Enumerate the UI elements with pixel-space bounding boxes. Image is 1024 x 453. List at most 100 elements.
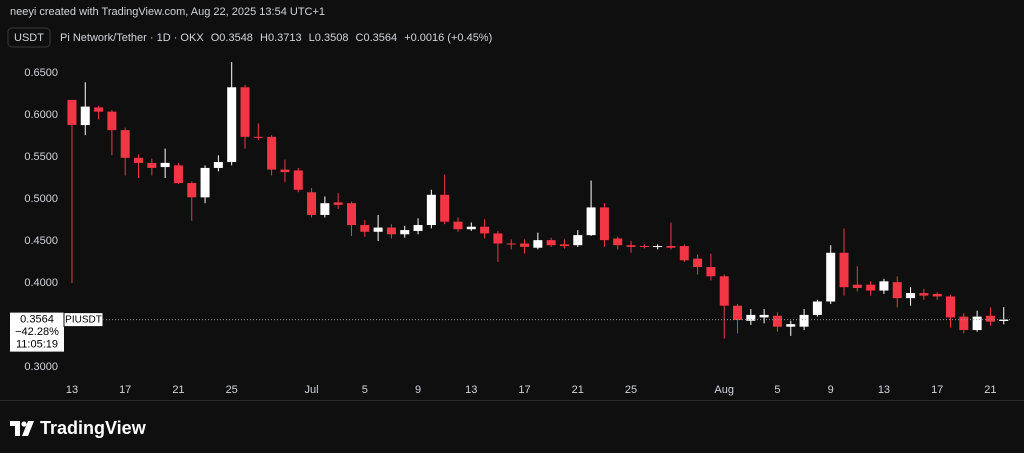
countdown: 11:05:19 xyxy=(16,339,58,351)
x-tick-label: 9 xyxy=(828,384,834,396)
x-tick-label: 17 xyxy=(931,384,943,396)
x-tick-label: 5 xyxy=(362,384,368,396)
candle-body xyxy=(107,111,117,131)
symbol: Pi Network/Tether · 1D · OKX xyxy=(60,32,204,44)
candle-body xyxy=(520,243,530,247)
candle-body xyxy=(253,136,263,138)
x-tick-label: Aug xyxy=(714,384,734,396)
candle-body xyxy=(120,130,130,158)
candle-body xyxy=(892,282,902,299)
candle-body xyxy=(360,225,370,232)
candle-body xyxy=(267,136,277,170)
ohlc-value: 0.3564 xyxy=(363,32,397,44)
y-tick-label: 0.5500 xyxy=(24,151,58,163)
candle-body xyxy=(972,316,982,331)
plot: 0.3000 0.4000 0.4500 0.5000 0.5500 0.6000 0.65… xyxy=(10,62,1011,396)
candle-body xyxy=(67,99,77,126)
candle-body xyxy=(919,293,929,296)
x-tick-label: 21 xyxy=(984,384,996,396)
x-tick-label: 25 xyxy=(625,384,637,396)
brand: TradingView xyxy=(40,418,147,438)
x-tick-label: 5 xyxy=(774,384,780,396)
candle-body xyxy=(320,203,330,215)
candle-body xyxy=(559,244,569,247)
candle-body xyxy=(160,162,170,168)
candle-body xyxy=(546,240,556,246)
candle-body xyxy=(386,227,396,235)
candle-body xyxy=(932,293,942,297)
logo-icon xyxy=(21,421,27,427)
currency-button[interactable] xyxy=(7,27,51,48)
price-label-box xyxy=(10,312,64,352)
candle-body xyxy=(413,225,423,231)
candle-body xyxy=(280,169,290,173)
candle-body xyxy=(839,252,849,288)
candle-body xyxy=(426,194,436,226)
candle-body xyxy=(733,305,743,320)
candle-body xyxy=(812,301,822,315)
currency[interactable]: USDT xyxy=(14,32,44,44)
candle-body xyxy=(959,316,969,331)
logo-icon xyxy=(22,421,34,436)
candle-body xyxy=(613,238,623,246)
candle-body xyxy=(373,227,383,232)
candle-body xyxy=(493,233,503,244)
candle-body xyxy=(799,314,809,327)
candle-body xyxy=(772,315,782,327)
ohlc-value: 0.3713 xyxy=(268,32,302,44)
candle-body xyxy=(586,207,596,236)
y-tick-label: 0.4000 xyxy=(24,277,58,289)
candle-body xyxy=(187,183,197,198)
logo: TradingView xyxy=(10,418,147,438)
candle-body xyxy=(240,87,250,137)
x-tick-label: 17 xyxy=(518,384,530,396)
x-tick-label: 21 xyxy=(572,384,584,396)
candle-body xyxy=(599,207,609,241)
candle-body xyxy=(573,235,583,246)
candle-body xyxy=(906,293,916,299)
candle-body xyxy=(440,194,450,222)
x-tick-label: 17 xyxy=(119,384,131,396)
price-label: 0.3564 xyxy=(20,314,54,326)
candle-body xyxy=(852,284,862,289)
ohlc-key: O xyxy=(211,32,220,44)
x-tick-label: 13 xyxy=(66,384,78,396)
candle-body xyxy=(786,324,796,327)
legend: Pi Network/Tether · 1D · OKX O0.3548 H0.… xyxy=(60,32,492,44)
candle-body xyxy=(466,226,476,230)
candle-body xyxy=(227,87,237,163)
candle-body xyxy=(679,246,689,261)
y-tick-label: 0.5000 xyxy=(24,193,58,205)
candle-body xyxy=(746,314,756,321)
candle-body xyxy=(626,245,636,247)
candle-body xyxy=(866,284,876,291)
candle-body xyxy=(134,157,144,163)
ohlc-key: L xyxy=(309,32,315,44)
candle-body xyxy=(293,170,303,190)
candle-body xyxy=(480,226,490,234)
y-tick-label: 0.6000 xyxy=(24,109,58,121)
x-tick-label: 9 xyxy=(415,384,421,396)
candle-body xyxy=(94,107,104,112)
price-change: −42.28% xyxy=(15,326,59,338)
candle-body xyxy=(826,252,836,302)
candle-body xyxy=(213,162,223,168)
candle-body xyxy=(945,296,955,318)
candle-body xyxy=(653,246,663,248)
candle-body xyxy=(400,230,410,235)
candle-body xyxy=(533,240,543,248)
candle-body xyxy=(453,221,463,230)
change: +0.0016 (+0.45%) xyxy=(404,32,492,44)
candle-body xyxy=(200,167,210,198)
y-tick-label: 0.3000 xyxy=(24,361,58,373)
candle-body xyxy=(147,162,157,168)
candle-body xyxy=(985,315,995,322)
candle-body xyxy=(80,106,90,126)
ohlc-value: 0.3548 xyxy=(219,32,253,44)
x-tick-label: 13 xyxy=(878,384,890,396)
x-tick-label: 13 xyxy=(465,384,477,396)
x-tick-label: 21 xyxy=(172,384,184,396)
candle-body xyxy=(879,281,889,291)
